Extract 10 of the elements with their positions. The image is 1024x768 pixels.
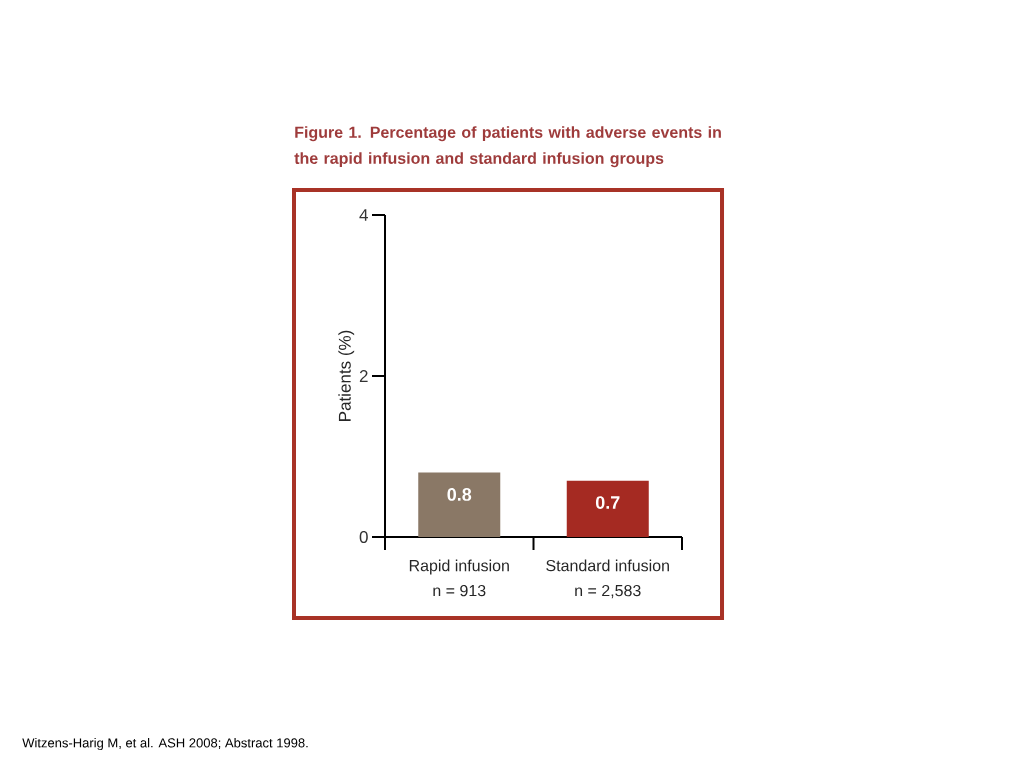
data-label: 0.8 (447, 488, 472, 501)
data-label: 0.7 (595, 496, 620, 509)
x-tick-label: Rapid infusion n = 913 (409, 559, 509, 597)
y-tick-label: 0 (359, 530, 368, 544)
x-tick-label: Standard infusion n = 2,583 (546, 559, 669, 599)
y-axis-title: Patients (%) (338, 330, 355, 421)
y-tick-label: 4 (359, 209, 368, 221)
y-tick-label: 2 (359, 370, 368, 382)
chart-title: Figure 1. Percentage of patients with adverse events in the rapid infusion and standard infusion groups (294, 126, 721, 168)
text: Witzens-Harig M, et al. ASH 2008; Abstract 1998. (22, 737, 308, 751)
